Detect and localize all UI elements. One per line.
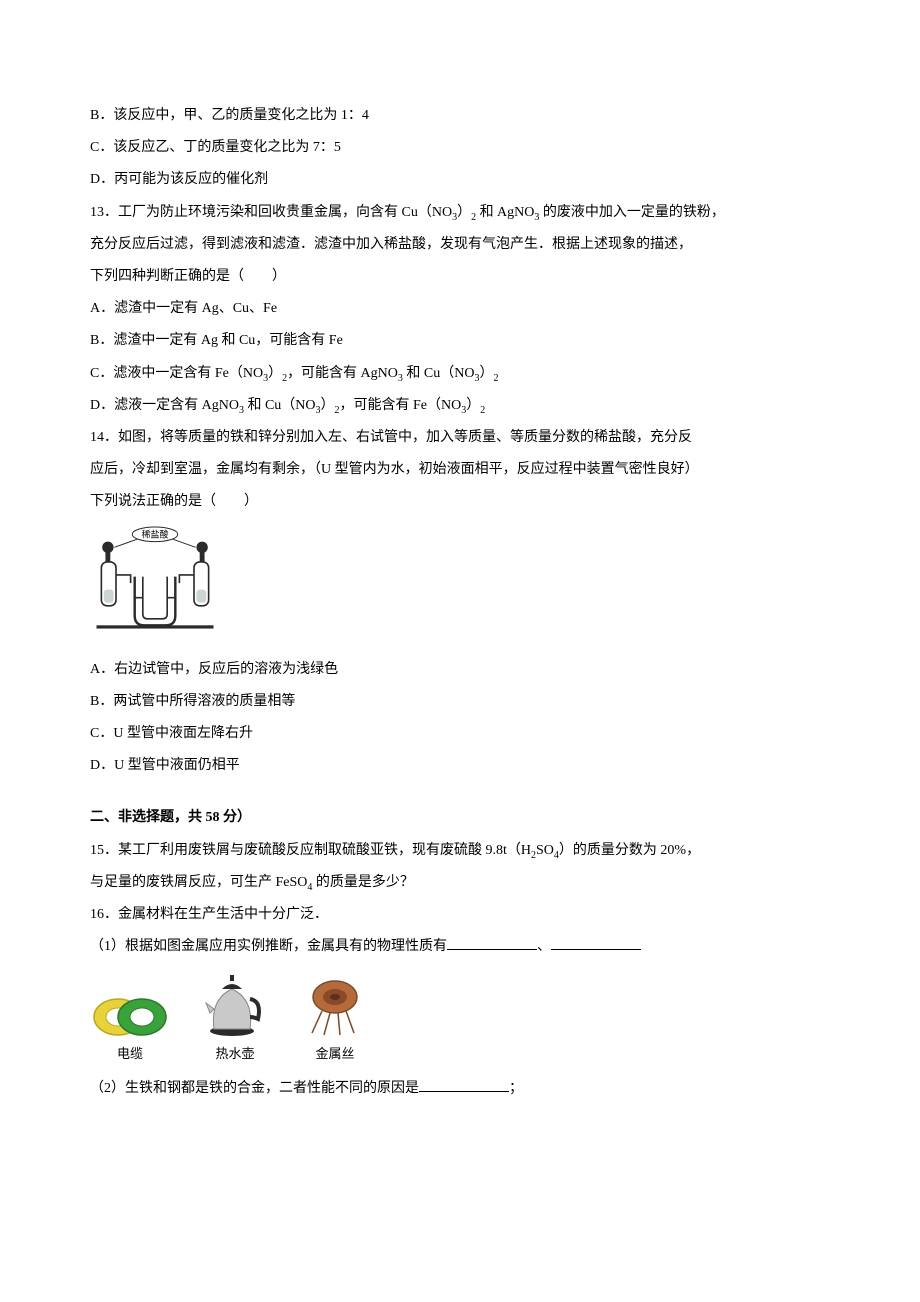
- cable-figure: 电缆: [90, 983, 170, 1069]
- q15-stem-line2: 与足量的废铁屑反应，可生产 FeSO4 的质量是多少？: [90, 867, 830, 899]
- q13c-b: ）: [268, 366, 282, 381]
- utube-apparatus-icon: 稀盐酸: [90, 524, 220, 634]
- cable-label: 电缆: [117, 1039, 143, 1069]
- sub: 2: [480, 404, 485, 415]
- q15-2b: 的质量是多少？: [312, 875, 414, 890]
- q13-stem-1a: 13．工厂为防止环境污染和回收贵重金属，向含有 Cu（NO: [90, 205, 452, 220]
- q16-stem: 16．金属材料在生产生活中十分广泛．: [90, 899, 830, 931]
- q13c-c: ，可能含有 AgNO: [287, 366, 398, 381]
- q14-option-d: D．U 型管中液面仍相平: [90, 750, 830, 782]
- kettle-icon: [200, 969, 270, 1039]
- q13c-d: 和 Cu（NO: [403, 366, 475, 381]
- q13d-e: ）: [466, 398, 480, 413]
- wire-figure: 金属丝: [300, 975, 370, 1069]
- q16-sep: 、: [537, 939, 551, 954]
- q16-p2a: （2）生铁和钢都是铁的合金，二者性能不同的原因是: [90, 1081, 419, 1096]
- q12-option-b: B．该反应中，甲、乙的质量变化之比为 1：4: [90, 100, 830, 132]
- q15-2a: 与足量的废铁屑反应，可生产 FeSO: [90, 875, 307, 890]
- q14-option-a: A．右边试管中，反应后的溶液为浅绿色: [90, 654, 830, 686]
- q12-option-d: D．丙可能为该反应的催化剂: [90, 164, 830, 196]
- q14-stem-line3: 下列说法正确的是（ ）: [90, 486, 830, 518]
- q15-stem-line1: 15．某工厂利用废铁屑与废硫酸反应制取硫酸亚铁，现有废硫酸 9.8t（H2SO4…: [90, 835, 830, 867]
- q13d-c: ）: [321, 398, 335, 413]
- q12-option-c: C．该反应乙、丁的质量变化之比为 7：5: [90, 132, 830, 164]
- cable-icon: [90, 983, 170, 1039]
- q13-option-d: D．滤液一定含有 AgNO3 和 Cu（NO3）2，可能含有 Fe（NO3）2: [90, 390, 830, 422]
- q16-part2: （2）生铁和钢都是铁的合金，二者性能不同的原因是 ；: [90, 1073, 830, 1105]
- utube-label: 稀盐酸: [142, 529, 169, 540]
- q13c-e: ）: [479, 366, 493, 381]
- q15-1b: SO: [536, 843, 554, 858]
- section-2-heading: 二、非选择题，共 58 分）: [90, 802, 830, 834]
- q13c-a: C．滤液中一定含有 Fe（NO: [90, 366, 263, 381]
- q14-stem-line1: 14．如图，将等质量的铁和锌分别加入左、右试管中，加入等质量、等质量分数的稀盐酸…: [90, 422, 830, 454]
- q14-stem-line2: 应后，冷却到室温，金属均有剩余，（U 型管内为水，初始液面相平，反应过程中装置气…: [90, 454, 830, 486]
- q16-p1a: （1）根据如图金属应用实例推断，金属具有的物理性质有: [90, 939, 447, 954]
- wire-spool-icon: [300, 975, 370, 1039]
- blank-input[interactable]: [551, 935, 641, 950]
- q15-1c: ）的质量分数为 20%，: [559, 843, 700, 858]
- kettle-figure: 热水壶: [200, 969, 270, 1069]
- q13-stem-1c: 和 AgNO: [476, 205, 534, 220]
- q13d-a: D．滤液一定含有 AgNO: [90, 398, 239, 413]
- q13-option-a: A．滤渣中一定有 Ag、Cu、Fe: [90, 293, 830, 325]
- q13d-b: 和 Cu（NO: [244, 398, 316, 413]
- page-content: B．该反应中，甲、乙的质量变化之比为 1：4 C．该反应乙、丁的质量变化之比为 …: [0, 0, 920, 1165]
- q13-stem-1d: 的废液中加入一定量的铁粉，: [539, 205, 725, 220]
- kettle-label: 热水壶: [215, 1039, 254, 1069]
- q14-option-c: C．U 型管中液面左降右升: [90, 718, 830, 750]
- q16-part1: （1）根据如图金属应用实例推断，金属具有的物理性质有 、: [90, 931, 830, 963]
- q13-stem-1b: ）: [457, 205, 471, 220]
- q14-figure: 稀盐酸: [90, 524, 830, 647]
- sub: 2: [493, 372, 498, 383]
- q13-option-b: B．滤渣中一定有 Ag 和 Cu，可能含有 Fe: [90, 325, 830, 357]
- q16-p2b: ；: [509, 1081, 523, 1096]
- q15-1a: 15．某工厂利用废铁屑与废硫酸反应制取硫酸亚铁，现有废硫酸 9.8t（H: [90, 843, 531, 858]
- q13-stem-line2: 充分反应后过滤，得到滤液和滤渣．滤渣中加入稀盐酸，发现有气泡产生．根据上述现象的…: [90, 229, 830, 261]
- q13-stem-line1: 13．工厂为防止环境污染和回收贵重金属，向含有 Cu（NO3）2 和 AgNO3…: [90, 197, 830, 229]
- spacer: [90, 782, 830, 802]
- q13-stem-line3: 下列四种判断正确的是（ ）: [90, 261, 830, 293]
- blank-input[interactable]: [447, 935, 537, 950]
- blank-input[interactable]: [419, 1077, 509, 1092]
- q13-option-c: C．滤液中一定含有 Fe（NO3）2，可能含有 AgNO3 和 Cu（NO3）2: [90, 358, 830, 390]
- q16-image-row: 电缆 热水壶: [90, 969, 830, 1069]
- wire-label: 金属丝: [315, 1039, 354, 1069]
- q13d-d: ，可能含有 Fe（NO: [340, 398, 462, 413]
- q14-option-b: B．两试管中所得溶液的质量相等: [90, 686, 830, 718]
